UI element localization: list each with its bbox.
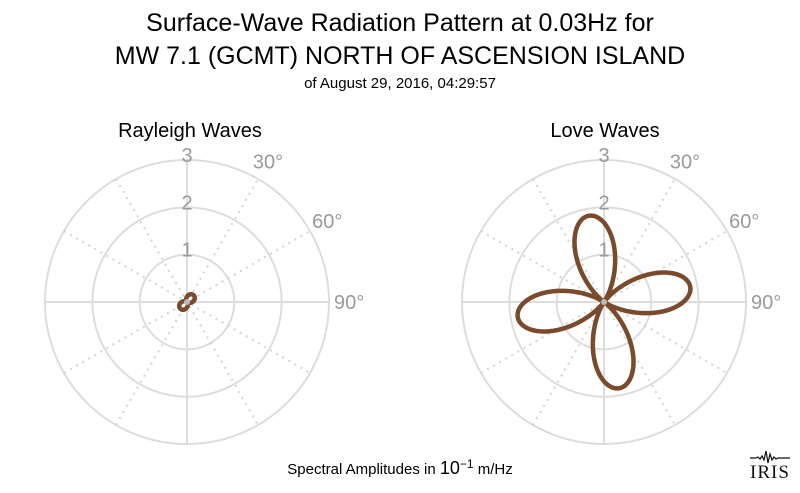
caption-base: 10 <box>439 458 460 478</box>
rayleigh-center-dot <box>184 299 190 305</box>
rayleigh-angle-tick-60: 60° <box>312 211 342 233</box>
love-angle-tick-30: 30° <box>670 152 700 174</box>
chart-title-line-2: MW 7.1 (GCMT) NORTH OF ASCENSION ISLAND <box>114 42 686 70</box>
love-r-tick-2: 2 <box>598 192 609 214</box>
love-radiation-pattern <box>515 213 693 391</box>
caption-exponent: −1 <box>459 457 474 471</box>
amplitude-units-caption: Spectral Amplitudes in 10−1 m/Hz <box>0 453 800 481</box>
caption-prefix: Spectral Amplitudes in <box>287 461 440 478</box>
rayleigh-angle-tick-30: 30° <box>253 152 283 174</box>
love-polar-plot: 1 2 3 30° 60° 90° <box>461 145 781 445</box>
love-plot-title: Love Waves <box>550 120 660 142</box>
caption-unit: m/Hz <box>473 461 513 478</box>
love-r-tick-1: 1 <box>598 240 609 262</box>
event-date-subtitle: of August 29, 2016, 04:29:57 <box>304 75 496 92</box>
rayleigh-polar-plot: 1 2 3 30° 60° 90° <box>44 145 364 445</box>
rayleigh-r-tick-1: 1 <box>181 240 192 262</box>
love-angle-tick-90: 90° <box>751 292 781 314</box>
rayleigh-plot-title: Rayleigh Waves <box>118 120 262 142</box>
chart-title-line-1: Surface-Wave Radiation Pattern at 0.03Hz… <box>146 9 654 37</box>
rayleigh-r-tick-3: 3 <box>181 145 192 167</box>
love-angle-tick-60: 60° <box>729 211 759 233</box>
iris-logo: IRIS <box>748 448 792 484</box>
love-center-dot <box>601 299 607 305</box>
iris-logo-text: IRIS <box>750 462 790 483</box>
rayleigh-angle-tick-90: 90° <box>334 292 364 314</box>
rayleigh-r-tick-2: 2 <box>181 192 192 214</box>
love-r-tick-3: 3 <box>598 145 609 167</box>
seismogram-icon <box>750 450 790 464</box>
